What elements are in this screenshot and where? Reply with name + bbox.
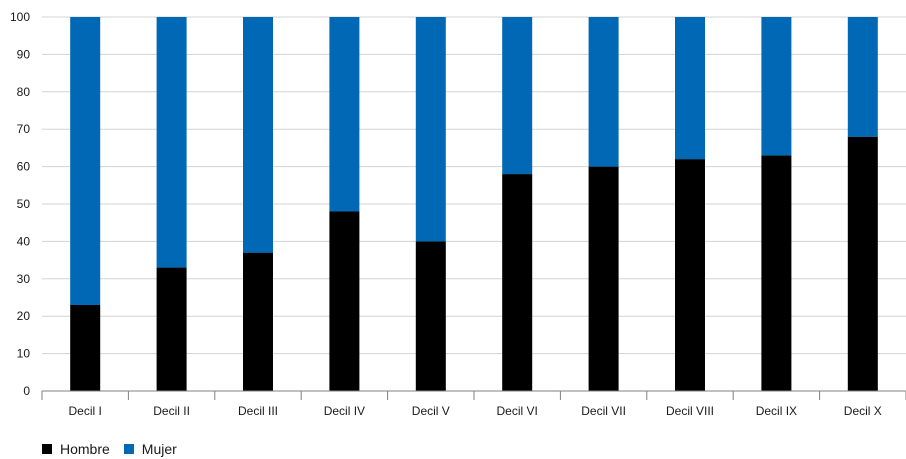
bars bbox=[70, 17, 878, 391]
bar-hombre-decil-x bbox=[847, 136, 878, 391]
x-tick-label-decil-i: Decil I bbox=[69, 404, 102, 418]
bar-hombre-decil-viii bbox=[675, 159, 705, 391]
y-tick-label-50: 50 bbox=[17, 197, 31, 211]
legend-swatch-mujer bbox=[123, 444, 134, 454]
x-tick-label-decil-ix: Decil IX bbox=[756, 404, 797, 418]
bar-hombre-decil-ii bbox=[156, 267, 187, 391]
x-tick-label-decil-iv: Decil IV bbox=[324, 404, 365, 418]
x-tick-label-decil-ii: Decil II bbox=[153, 404, 190, 418]
y-tick-label-0: 0 bbox=[23, 384, 30, 398]
y-tick-label-20: 20 bbox=[17, 309, 31, 323]
bar-mujer-decil-ix bbox=[761, 17, 792, 156]
bar-hombre-decil-vi bbox=[502, 174, 533, 391]
legend-label-hombre: Hombre bbox=[60, 441, 110, 457]
bar-mujer-decil-viii bbox=[675, 17, 705, 160]
bar-mujer-decil-i bbox=[70, 17, 101, 305]
legend-item-hombre: Hombre bbox=[42, 441, 110, 457]
y-tick-label-40: 40 bbox=[17, 234, 31, 248]
bar-hombre-decil-i bbox=[70, 304, 101, 391]
bar-mujer-decil-vi bbox=[502, 17, 533, 175]
bar-hombre-decil-iv bbox=[329, 211, 360, 391]
y-tick-label-100: 100 bbox=[10, 10, 30, 24]
legend-label-mujer: Mujer bbox=[141, 441, 177, 457]
x-tick-label-decil-vi: Decil VI bbox=[497, 404, 538, 418]
x-axis bbox=[41, 390, 906, 400]
bar-hombre-decil-ix bbox=[761, 155, 792, 391]
legend-swatch-hombre bbox=[42, 444, 52, 454]
x-tick-label-decil-x: Decil X bbox=[844, 404, 882, 418]
bar-hombre-decil-iii bbox=[243, 252, 273, 391]
bar-mujer-decil-iv bbox=[329, 17, 360, 212]
bar-mujer-decil-x bbox=[847, 17, 878, 137]
legend-item-mujer: Mujer bbox=[123, 441, 177, 457]
x-tick-label-decil-viii: Decil VIII bbox=[666, 404, 714, 418]
y-tick-label-30: 30 bbox=[17, 272, 31, 286]
x-axis-ticks: Decil I Decil II Decil III Decil IV Decil V D… bbox=[69, 404, 882, 418]
y-axis-ticks: 0 10 20 30 40 50 60 70 80 90 100 bbox=[10, 10, 30, 398]
bar-mujer-decil-iii bbox=[243, 17, 273, 253]
x-tick-label-decil-vii: Decil VII bbox=[581, 404, 626, 418]
bar-mujer-decil-v bbox=[415, 17, 446, 242]
y-tick-label-70: 70 bbox=[17, 122, 31, 136]
y-tick-label-10: 10 bbox=[17, 347, 31, 361]
bar-hombre-decil-v bbox=[415, 241, 446, 391]
bar-mujer-decil-vii bbox=[588, 17, 619, 167]
x-tick-label-decil-v: Decil V bbox=[412, 404, 450, 418]
legend: Hombre Mujer bbox=[42, 441, 191, 457]
bar-mujer-decil-ii bbox=[156, 17, 187, 268]
y-tick-label-80: 80 bbox=[17, 85, 31, 99]
x-tick-label-decil-iii: Decil III bbox=[238, 404, 278, 418]
y-tick-label-90: 90 bbox=[17, 47, 31, 61]
bar-hombre-decil-vii bbox=[588, 166, 619, 391]
y-tick-label-60: 60 bbox=[17, 160, 31, 174]
